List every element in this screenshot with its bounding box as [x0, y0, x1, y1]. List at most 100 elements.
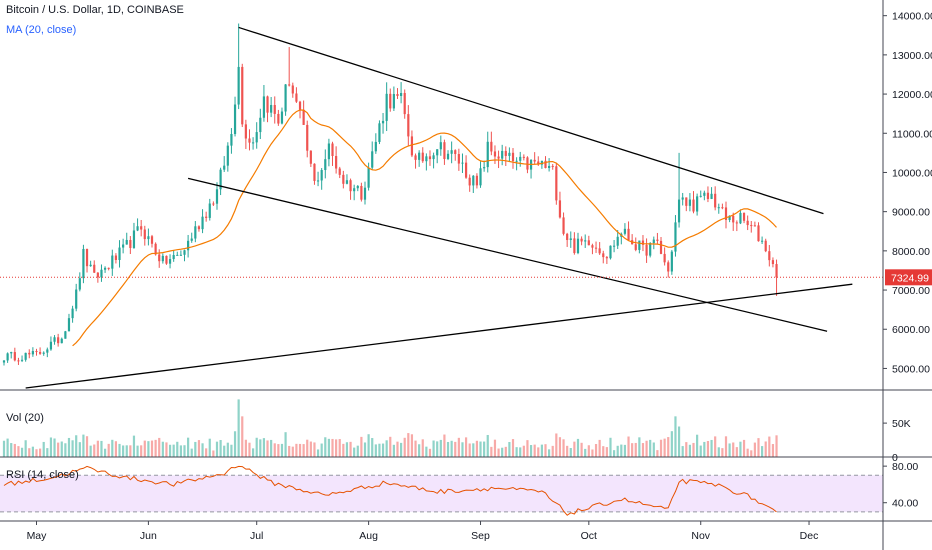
volume-bar: [645, 440, 648, 457]
volume-bar: [396, 441, 399, 457]
candle: [667, 262, 670, 272]
candle: [316, 180, 320, 182]
volume-bar: [706, 440, 710, 457]
candle: [537, 161, 540, 165]
candle: [486, 141, 489, 168]
volume-bar: [219, 440, 222, 457]
candle: [663, 253, 666, 263]
volume-bar: [446, 441, 450, 457]
volume-bar: [508, 442, 511, 457]
volume-bar: [414, 440, 417, 457]
candle: [688, 199, 691, 206]
candle: [331, 143, 334, 156]
volume-bar: [576, 438, 580, 457]
candle: [71, 308, 74, 319]
time-tick-label: Oct: [581, 530, 597, 542]
volume-bar: [31, 446, 34, 457]
candle: [775, 264, 778, 278]
volume-bar: [205, 448, 208, 457]
volume-bar: [212, 450, 215, 457]
candle: [400, 92, 403, 96]
volume-bar: [407, 433, 410, 457]
candle: [407, 114, 410, 137]
volume-bar: [483, 441, 486, 457]
volume-bar: [53, 438, 56, 457]
candle: [17, 360, 20, 362]
volume-bar: [172, 444, 175, 457]
rsi-tick-label: 80.00: [892, 461, 918, 473]
candle: [129, 239, 132, 248]
volume-bar: [497, 448, 500, 457]
candle: [107, 267, 110, 269]
volume-bar: [526, 440, 529, 457]
volume-bar: [670, 431, 673, 457]
candle: [461, 162, 464, 164]
volume-bar: [392, 444, 395, 457]
ma-legend[interactable]: MA (20, close): [6, 24, 77, 36]
volume-bar: [775, 435, 778, 457]
volume-bar: [464, 437, 468, 457]
volume-bar: [742, 439, 746, 457]
volume-legend[interactable]: Vol (20): [6, 412, 44, 424]
candle: [262, 96, 266, 118]
trend-line-lower-channel[interactable]: [187, 177, 828, 332]
volume-bar: [298, 443, 302, 457]
volume-bar: [714, 436, 717, 457]
volume-bar: [569, 448, 572, 457]
candle: [378, 123, 381, 142]
volume-bar: [85, 436, 89, 457]
volume-bar: [288, 445, 291, 457]
volume-bar: [439, 439, 442, 457]
volume-bar: [89, 445, 92, 457]
price-tick-label: 12000.00: [892, 89, 932, 101]
candle: [125, 239, 128, 245]
trend-line-upper-channel[interactable]: [238, 26, 824, 215]
volume-bar: [750, 450, 753, 457]
candle: [223, 165, 226, 170]
volume-bar: [493, 439, 497, 457]
volume-bar: [183, 445, 186, 457]
candle: [623, 228, 627, 234]
candle: [515, 160, 518, 162]
candle: [219, 169, 222, 190]
candle: [327, 143, 330, 160]
candle: [649, 243, 652, 256]
candle: [576, 238, 580, 254]
candle: [96, 272, 99, 278]
volume-bar: [158, 437, 161, 457]
trend-line-rising-support[interactable]: [25, 283, 853, 389]
candle: [244, 124, 247, 139]
candle: [696, 196, 699, 212]
rsi-band: [0, 475, 883, 512]
volume-bar: [82, 434, 85, 457]
candle: [670, 251, 673, 272]
volume-bar: [255, 437, 258, 457]
candle: [685, 197, 688, 206]
candle: [35, 351, 38, 353]
candle: [201, 216, 204, 230]
candle: [681, 197, 684, 200]
volume-bar: [67, 437, 71, 457]
volume-bar: [266, 440, 269, 457]
volume-bar: [529, 445, 533, 457]
rsi-legend[interactable]: RSI (14, close): [6, 469, 79, 481]
candle: [641, 240, 645, 245]
volume-bar: [659, 439, 663, 457]
volume-bar: [667, 437, 670, 457]
volume-bar: [223, 445, 226, 457]
candle: [699, 195, 702, 197]
symbol-title[interactable]: Bitcoin / U.S. Dollar, 1D, COINBASE: [6, 4, 184, 16]
volume-bar: [631, 443, 634, 457]
candle: [100, 269, 103, 278]
candle: [168, 259, 172, 264]
volume-bar: [753, 442, 756, 457]
candle: [490, 141, 493, 152]
candle: [381, 120, 385, 124]
candle: [2, 360, 6, 363]
price-pane[interactable]: [0, 23, 883, 389]
moving-average-line: [72, 109, 777, 347]
volume-bar: [335, 439, 338, 457]
candle: [298, 101, 302, 110]
volume-bar: [57, 442, 60, 457]
